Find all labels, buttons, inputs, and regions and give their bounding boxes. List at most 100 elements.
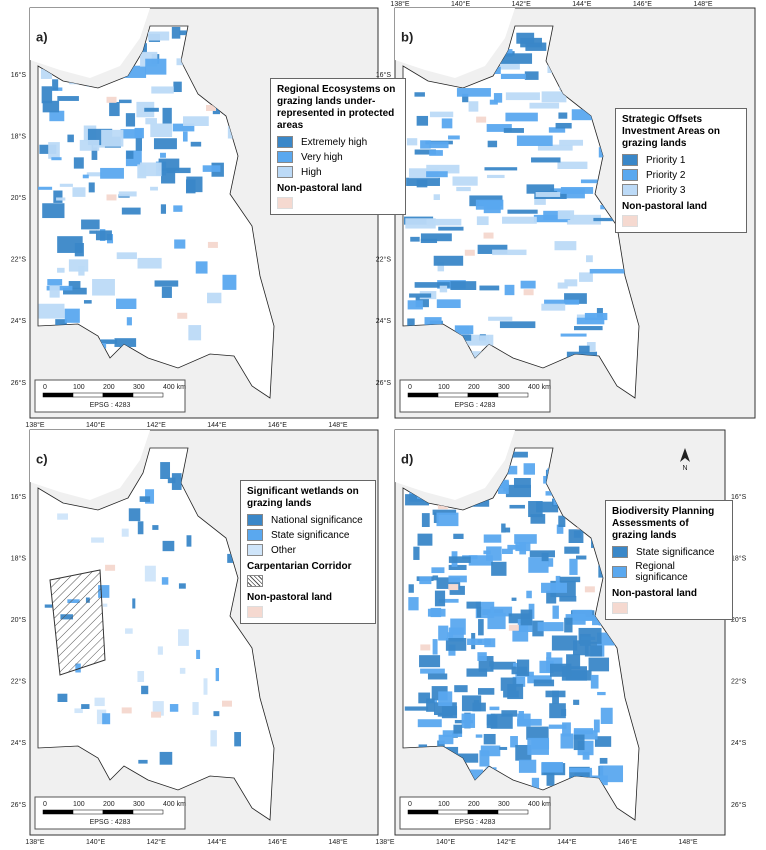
lon-tick-label: 148°E bbox=[678, 838, 697, 846]
habitat-patch bbox=[91, 144, 98, 160]
habitat-patch bbox=[552, 690, 559, 704]
habitat-patch bbox=[39, 144, 57, 154]
habitat-patch bbox=[166, 167, 191, 174]
habitat-patch bbox=[135, 138, 142, 151]
non-pastoral-patch bbox=[177, 312, 188, 319]
habitat-patch bbox=[513, 477, 531, 489]
habitat-patch bbox=[405, 218, 436, 229]
habitat-patch bbox=[178, 583, 186, 589]
habitat-patch bbox=[128, 508, 141, 522]
habitat-patch bbox=[92, 278, 115, 296]
lat-tick-label: 26°S bbox=[731, 801, 747, 809]
habitat-patch bbox=[499, 60, 520, 70]
legend-corridor: Carpentarian Corridor bbox=[247, 561, 352, 572]
habitat-patch bbox=[477, 652, 487, 661]
habitat-patch bbox=[541, 552, 549, 562]
habitat-patch bbox=[486, 546, 502, 561]
habitat-patch bbox=[420, 238, 438, 244]
habitat-patch bbox=[530, 514, 546, 524]
sea bbox=[30, 8, 150, 78]
map-body bbox=[395, 8, 640, 399]
non-pastoral-patch bbox=[207, 241, 218, 248]
scale-label: 200 bbox=[103, 801, 115, 808]
lon-tick-label: 144°E bbox=[557, 838, 576, 846]
legend-label: Extremely high bbox=[301, 136, 368, 148]
habitat-patch bbox=[91, 537, 104, 543]
habitat-patch bbox=[525, 42, 547, 51]
lat-tick-label: 24°S bbox=[731, 739, 747, 747]
habitat-patch bbox=[526, 726, 549, 740]
scale-label: 200 bbox=[103, 384, 115, 391]
habitat-patch bbox=[548, 724, 567, 729]
lat-tick-label: 22°S bbox=[11, 678, 27, 686]
habitat-patch bbox=[479, 285, 500, 291]
habitat-patch bbox=[78, 266, 85, 276]
habitat-patch bbox=[480, 745, 501, 757]
habitat-patch bbox=[190, 141, 202, 147]
habitat-patch bbox=[203, 678, 208, 695]
non-pastoral-patch bbox=[437, 503, 448, 510]
habitat-patch bbox=[213, 711, 220, 717]
habitat-patch bbox=[554, 241, 577, 251]
habitat-patch bbox=[55, 319, 67, 326]
legend-label: Priority 2 bbox=[646, 169, 686, 181]
habitat-patch bbox=[222, 274, 237, 290]
habitat-patch bbox=[507, 544, 522, 550]
legend-non-pastoral: Non-pastoral land bbox=[622, 201, 708, 212]
habitat-patch bbox=[536, 501, 559, 513]
habitat-patch bbox=[529, 102, 560, 109]
habitat-patch bbox=[103, 603, 108, 607]
habitat-patch bbox=[596, 308, 603, 318]
habitat-patch bbox=[144, 107, 159, 112]
scale-seg bbox=[102, 392, 134, 398]
habitat-patch bbox=[580, 179, 598, 184]
habitat-patch bbox=[456, 186, 471, 192]
lon-tick-label: 146°E bbox=[618, 838, 637, 846]
lon-tick-label: 144°E bbox=[207, 838, 226, 846]
habitat-patch bbox=[81, 704, 90, 709]
habitat-patch bbox=[589, 268, 626, 274]
habitat-patch bbox=[487, 612, 506, 630]
habitat-patch bbox=[488, 316, 513, 321]
epsg-label: EPSG : 4283 bbox=[90, 819, 131, 826]
habitat-patch bbox=[468, 101, 479, 112]
habitat-patch bbox=[564, 279, 578, 287]
habitat-patch bbox=[215, 668, 220, 682]
legend-label: Very high bbox=[301, 151, 343, 163]
habitat-patch bbox=[234, 732, 242, 747]
habitat-patch bbox=[419, 655, 441, 668]
habitat-patch bbox=[152, 525, 159, 530]
habitat-patch bbox=[438, 691, 453, 707]
habitat-patch bbox=[557, 161, 588, 169]
legend-non-pastoral: Non-pastoral land bbox=[277, 183, 363, 194]
habitat-patch bbox=[434, 590, 446, 607]
habitat-patch bbox=[537, 622, 564, 632]
habitat-patch bbox=[160, 204, 167, 214]
habitat-patch bbox=[171, 26, 181, 39]
habitat-patch bbox=[161, 577, 169, 585]
habitat-patch bbox=[138, 759, 148, 764]
non-pastoral-patch bbox=[206, 104, 217, 111]
habitat-patch bbox=[116, 298, 137, 309]
habitat-patch bbox=[64, 308, 80, 323]
scale-seg bbox=[42, 392, 74, 398]
habitat-patch bbox=[477, 688, 495, 695]
habitat-patch bbox=[467, 638, 491, 645]
habitat-patch bbox=[114, 338, 137, 347]
habitat-patch bbox=[41, 86, 53, 104]
habitat-patch bbox=[499, 321, 536, 329]
legend-non-pastoral: Non-pastoral land bbox=[612, 588, 698, 599]
scale-label: 400 km bbox=[163, 384, 186, 391]
habitat-patch bbox=[137, 671, 145, 682]
habitat-patch bbox=[207, 292, 222, 304]
habitat-patch bbox=[436, 512, 459, 527]
habitat-patch bbox=[57, 693, 68, 702]
habitat-patch bbox=[477, 244, 508, 254]
habitat-patch bbox=[178, 629, 189, 646]
habitat-patch bbox=[558, 112, 568, 119]
habitat-patch bbox=[439, 285, 448, 293]
habitat-patch bbox=[550, 663, 572, 677]
habitat-patch bbox=[57, 513, 68, 520]
scale-label: 0 bbox=[43, 801, 47, 808]
habitat-patch bbox=[125, 113, 136, 127]
